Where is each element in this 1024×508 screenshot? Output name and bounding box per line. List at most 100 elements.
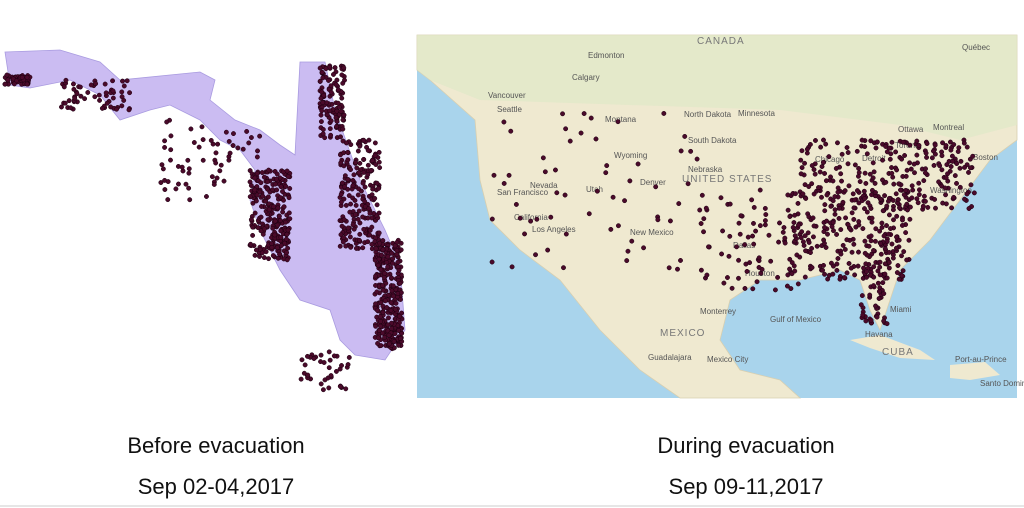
- location-dot: [121, 83, 127, 89]
- location-dot: [333, 115, 339, 121]
- location-dot: [372, 153, 378, 158]
- location-dot: [270, 253, 276, 259]
- location-dot: [750, 233, 756, 239]
- location-dot: [939, 153, 945, 159]
- location-dot: [82, 96, 88, 102]
- map-label: CUBA: [882, 347, 914, 358]
- location-dot: [378, 323, 383, 329]
- location-dot: [318, 112, 324, 118]
- location-dot: [967, 165, 973, 171]
- location-dot: [357, 143, 363, 149]
- location-dot: [24, 74, 30, 80]
- location-dot: [951, 142, 957, 147]
- location-dot: [374, 202, 380, 208]
- location-dot: [393, 300, 399, 306]
- location-dot: [561, 265, 566, 271]
- location-dot: [921, 193, 927, 199]
- location-dot: [720, 228, 726, 234]
- location-dot: [259, 170, 265, 176]
- location-dot: [320, 131, 326, 137]
- location-dot: [862, 196, 867, 202]
- location-dot: [862, 144, 868, 150]
- location-dot: [860, 312, 866, 318]
- location-dot: [269, 245, 275, 250]
- location-dot: [763, 212, 769, 217]
- location-dot: [832, 211, 838, 217]
- location-dot: [376, 327, 382, 333]
- location-dot: [921, 178, 927, 184]
- location-dot: [834, 267, 840, 273]
- location-dot: [787, 214, 793, 219]
- location-dot: [799, 148, 805, 154]
- location-dot: [852, 162, 858, 168]
- location-dot: [338, 108, 344, 114]
- location-dot: [615, 119, 621, 125]
- location-dot: [816, 185, 821, 190]
- location-dot: [932, 151, 938, 157]
- location-dot: [743, 261, 749, 267]
- map-label: Seattle: [497, 105, 522, 114]
- location-dot: [842, 247, 848, 252]
- location-dot: [893, 191, 899, 197]
- location-dot: [386, 315, 391, 321]
- location-dot: [884, 223, 889, 229]
- location-dot: [326, 385, 332, 391]
- location-dot: [789, 260, 795, 265]
- location-dot: [881, 233, 887, 239]
- location-dot: [378, 319, 383, 324]
- location-dot: [757, 223, 763, 229]
- location-dot: [339, 95, 345, 101]
- location-dot: [318, 381, 324, 387]
- location-dot: [852, 272, 858, 278]
- map-label: Minnesota: [738, 109, 775, 118]
- location-dot: [795, 200, 801, 206]
- location-dot: [874, 314, 880, 320]
- location-dot: [385, 322, 391, 328]
- map-label: Los Angeles: [532, 225, 576, 234]
- location-dot: [881, 318, 887, 324]
- location-dot: [283, 183, 289, 189]
- location-dot: [246, 140, 252, 146]
- location-dot: [335, 100, 341, 106]
- location-dot: [903, 230, 909, 236]
- location-dot: [196, 144, 202, 150]
- location-dot: [284, 168, 290, 174]
- map-label: Mexico City: [707, 355, 748, 364]
- location-dot: [260, 231, 266, 237]
- hispaniola: [950, 362, 1000, 380]
- location-dot: [703, 205, 709, 211]
- location-dot: [120, 78, 125, 84]
- location-dot: [380, 303, 386, 309]
- map-label: California: [514, 213, 548, 222]
- location-dot: [824, 192, 830, 198]
- map-label: Montana: [605, 115, 637, 124]
- location-dot: [844, 270, 850, 276]
- location-dot: [879, 220, 885, 226]
- location-dot: [380, 309, 386, 315]
- location-dot: [871, 274, 877, 280]
- location-dot: [338, 134, 343, 140]
- location-dot: [859, 293, 865, 299]
- location-dot: [812, 171, 818, 177]
- location-dot: [776, 239, 782, 245]
- location-dot: [362, 184, 368, 190]
- location-dot: [578, 130, 584, 136]
- location-dot: [318, 119, 324, 125]
- location-dot: [825, 231, 830, 237]
- location-dot: [517, 215, 523, 221]
- location-dot: [397, 280, 403, 286]
- location-dot: [822, 271, 827, 277]
- location-dot: [840, 242, 846, 248]
- location-dot: [553, 167, 558, 173]
- map-label: North Dakota: [684, 110, 732, 119]
- location-dot: [380, 287, 386, 293]
- location-dot: [380, 247, 386, 253]
- location-dot: [856, 165, 862, 171]
- location-dot: [581, 111, 587, 117]
- location-dot: [365, 147, 371, 153]
- location-dot: [768, 258, 774, 264]
- location-dot: [824, 218, 830, 224]
- location-dot: [785, 192, 791, 198]
- location-dot: [108, 104, 114, 110]
- location-dot: [823, 141, 829, 147]
